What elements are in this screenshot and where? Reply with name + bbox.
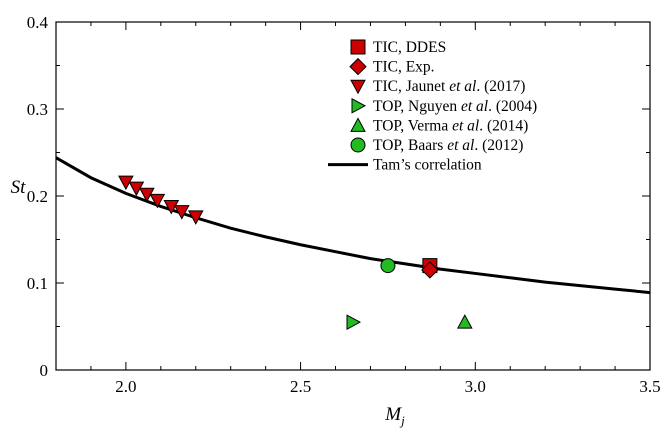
legend-marker-triangle-up	[350, 117, 366, 132]
y-tick-label: 0.4	[27, 13, 49, 32]
y-axis-label: St	[11, 177, 27, 198]
legend-marker-square	[350, 39, 366, 55]
data-point-circle	[380, 258, 396, 274]
x-tick-label: 2.0	[115, 377, 136, 396]
data-point-triangle-down	[187, 210, 204, 225]
curve-layer	[55, 156, 651, 295]
x-tick-label: 2.5	[290, 377, 311, 396]
y-tick-label: 0.1	[27, 274, 48, 293]
data-point-triangle-up	[456, 314, 473, 329]
legend-marker-triangle-right	[351, 97, 367, 114]
legend-label: TIC, Jaunet et al. (2017)	[373, 78, 525, 95]
x-tick-label: 3.0	[465, 377, 486, 396]
x-axis-label-subscript: j	[399, 413, 405, 428]
marker-layer	[118, 175, 473, 330]
data-point-triangle-down	[173, 205, 190, 220]
y-tick-label: 0.2	[27, 187, 48, 206]
legend-label: TOP, Baars et al. (2012)	[373, 137, 523, 154]
y-tick-label: 0	[40, 361, 49, 380]
tick-labels: 2.0 2.5 3.0 3.5 0 0.1 0.2 0.3 0.4	[27, 13, 661, 396]
legend-marker-diamond	[349, 57, 367, 76]
tam-correlation-line	[55, 156, 651, 295]
data-point-triangle-down	[163, 199, 180, 215]
legend-label: TIC, Exp.	[373, 59, 435, 76]
data-point-triangle-down	[149, 193, 166, 209]
x-tick-label: 3.5	[639, 377, 660, 396]
legend-marker-circle	[350, 137, 366, 153]
legend: TIC, DDES TIC, Exp. TIC, Jaunet et al. (20…	[328, 39, 537, 174]
legend-label: TOP, Verma et al. (2014)	[373, 117, 528, 134]
data-point-triangle-right	[346, 314, 362, 330]
x-axis-label: Mj	[384, 404, 405, 428]
legend-marker-triangle-down	[350, 79, 366, 95]
legend-label: Tam’s correlation	[373, 157, 482, 174]
data-point-diamond	[421, 261, 439, 279]
legend-label: TIC, DDES	[373, 39, 446, 56]
plot-frame	[55, 21, 651, 371]
legend-label: TOP, Nguyen et al. (2004)	[373, 98, 537, 115]
y-tick-label: 0.3	[27, 100, 48, 119]
